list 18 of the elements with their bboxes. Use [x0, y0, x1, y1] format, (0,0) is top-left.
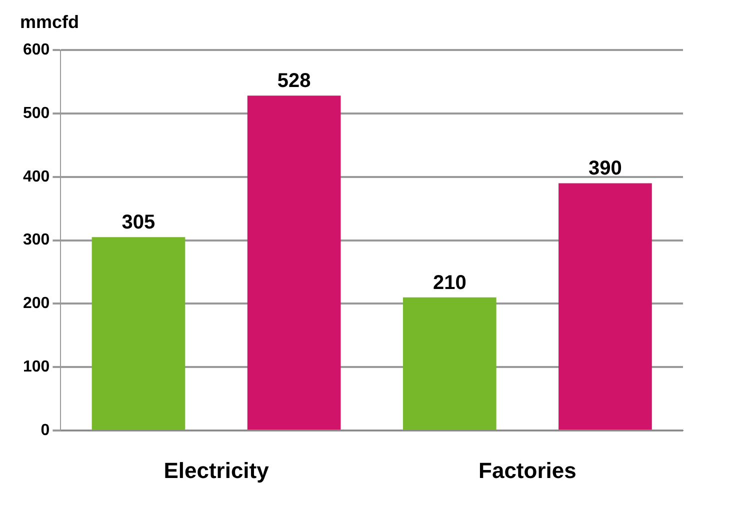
y-tick-label: 0: [40, 422, 50, 440]
bar: [247, 96, 341, 430]
y-tick-label: 600: [22, 41, 50, 58]
bar: [402, 297, 496, 430]
data-label: 528: [277, 70, 311, 92]
y-tick-label: 100: [22, 358, 50, 376]
y-tick-label: 500: [22, 104, 50, 122]
data-label: 210: [432, 272, 466, 294]
data-label: 305: [122, 212, 156, 234]
y-tick-label: 400: [22, 168, 50, 186]
y-tick-label: 300: [22, 232, 50, 249]
x-tick-label: Factories: [478, 458, 576, 483]
bar: [92, 237, 186, 430]
y-tick-label: 200: [22, 295, 50, 312]
y-axis-title: mmcfd: [20, 12, 80, 32]
data-label: 390: [588, 158, 622, 180]
x-tick-label: Electricity: [164, 458, 270, 483]
bar: [558, 183, 652, 430]
